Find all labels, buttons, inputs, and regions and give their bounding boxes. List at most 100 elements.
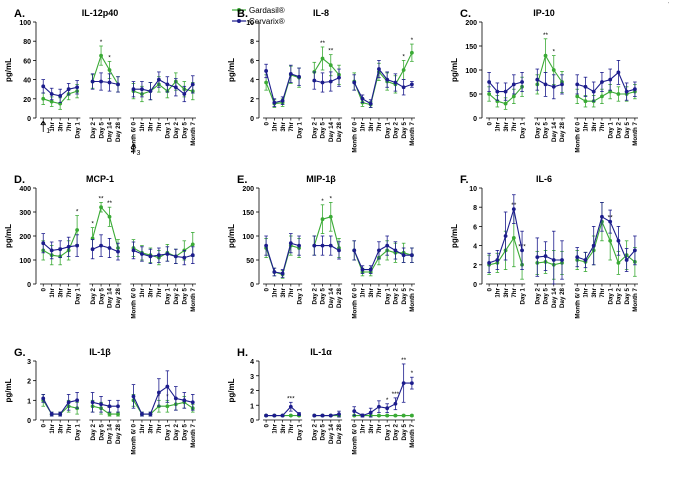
data-point: [503, 89, 508, 94]
x-tick-label: Month 7: [409, 121, 416, 145]
x-tick-label: Day 1: [165, 121, 172, 138]
data-point: [288, 404, 293, 409]
significance-label: **: [320, 40, 326, 47]
data-point: [560, 258, 564, 262]
x-tick-label: 0: [40, 121, 47, 125]
y-tick-label: 10: [246, 20, 254, 27]
x-tick-label: 0: [263, 121, 270, 125]
data-point: [58, 94, 63, 98]
series-line: [314, 77, 340, 84]
series-line: [92, 405, 118, 415]
y-tick-label: 100: [19, 20, 31, 27]
data-point: [393, 80, 398, 85]
series-cervarix: [41, 370, 195, 417]
x-tick-label: Day 2: [311, 121, 318, 138]
series-line: [92, 206, 119, 249]
data-point: [591, 243, 596, 248]
y-tick-label: 1: [27, 398, 31, 405]
data-point: [116, 404, 120, 409]
data-point: [401, 253, 406, 258]
data-point: [393, 401, 398, 406]
data-point: [165, 384, 170, 389]
y-axis-label: pg/mL: [450, 58, 459, 82]
data-point: [99, 402, 103, 407]
x-tick-label: 1hr: [583, 121, 590, 131]
data-point: [511, 207, 516, 212]
data-point: [75, 85, 80, 90]
data-point: [368, 410, 373, 415]
data-point: [90, 400, 95, 405]
data-point: [297, 243, 301, 248]
x-tick-label: 1hr: [272, 423, 279, 433]
significance-label: **: [99, 195, 105, 202]
legend-gardasil-marker: [237, 8, 241, 12]
panel-letter: B.: [237, 8, 248, 20]
data-point: [99, 53, 103, 58]
y-tick-label: 4: [473, 244, 477, 251]
y-tick-label: 150: [465, 44, 477, 51]
significance-label: *: [100, 39, 103, 46]
x-tick-label: 3hr: [280, 287, 287, 297]
x-tick-label: Day 14: [328, 423, 335, 444]
x-tick-label: 7hr: [288, 423, 295, 433]
data-point: [551, 84, 556, 89]
x-tick-label: Day 5: [98, 287, 105, 304]
data-point: [575, 94, 580, 99]
data-point: [140, 252, 144, 256]
x-tick-label: 3hr: [368, 287, 375, 297]
series-line: [313, 57, 340, 76]
data-point: [312, 243, 317, 248]
data-point: [495, 258, 500, 262]
data-point: [401, 85, 406, 90]
chart-title: MIP-1β: [306, 174, 336, 184]
x-tick-label: Day 1: [384, 287, 391, 304]
data-point: [173, 254, 178, 259]
data-point: [385, 413, 390, 418]
y-tick-label: 0: [250, 418, 254, 425]
x-tick-label: 1hr: [272, 287, 279, 297]
y-tick-label: 0: [27, 282, 31, 289]
x-tick-label: Month 7: [409, 287, 416, 311]
data-point: [520, 248, 524, 253]
x-tick-label: 7hr: [288, 287, 295, 297]
y-tick-label: 150: [242, 210, 254, 217]
data-point: [116, 412, 120, 416]
data-point: [543, 254, 548, 259]
data-point: [616, 238, 621, 243]
legend-cervarix-marker: [237, 19, 241, 23]
x-tick-label: Day 1: [296, 121, 303, 138]
data-point: [551, 68, 556, 72]
data-point: [401, 381, 406, 386]
chart-title: IL-8: [313, 8, 329, 18]
x-tick-label: 3hr: [503, 121, 510, 131]
x-tick-label: Day 1: [165, 287, 172, 304]
x-tick-label: Month 6/ 0: [351, 423, 358, 454]
x-tick-label: 1hr: [49, 423, 56, 433]
series-cervarix: [41, 71, 195, 104]
x-tick-label: Day 2: [393, 121, 400, 138]
data-point: [41, 241, 46, 246]
x-tick-label: 1hr: [495, 287, 502, 297]
series-line: [537, 255, 562, 261]
x-tick-label: 0: [40, 423, 47, 427]
corner-mark: ': [668, 2, 669, 8]
x-tick-label: Day 14: [551, 121, 558, 142]
data-point: [511, 236, 516, 240]
data-point: [148, 254, 153, 259]
data-point: [288, 413, 293, 418]
data-point: [107, 68, 112, 72]
x-tick-label: Month 6/ 0: [131, 287, 138, 318]
y-tick-label: 0: [250, 282, 254, 289]
annotation-arrowhead: [40, 120, 47, 126]
x-tick-label: 3hr: [368, 423, 375, 433]
series-line: [314, 413, 340, 417]
x-tick-label: 3hr: [368, 121, 375, 131]
data-point: [608, 219, 613, 224]
data-point: [280, 98, 285, 103]
data-point: [360, 96, 365, 101]
data-point: [583, 84, 588, 89]
series-line: [92, 401, 118, 407]
y-tick-label: 300: [19, 210, 31, 217]
x-tick-label: Day 5: [624, 287, 631, 304]
y-tick-label: 6: [473, 224, 477, 231]
